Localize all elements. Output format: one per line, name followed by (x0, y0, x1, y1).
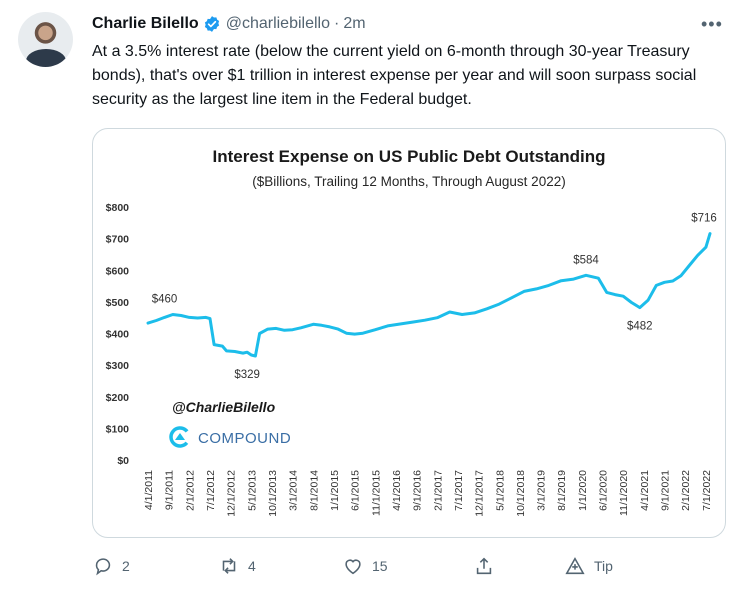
x-tick-label: 3/1/2019 (536, 470, 548, 511)
x-tick-label: 11/1/2020 (618, 470, 630, 516)
y-tick-label: $400 (106, 329, 130, 341)
reply-icon (95, 558, 111, 576)
y-tick-label: $800 (106, 202, 130, 214)
y-tick-label: $600 (106, 265, 130, 277)
x-tick-label: 11/1/2015 (370, 470, 382, 516)
verified-badge-icon (204, 16, 219, 32)
tip-button[interactable]: Tip (564, 555, 613, 577)
x-tick-label: 8/1/2014 (308, 470, 320, 511)
x-tick-label: 4/1/2016 (391, 470, 403, 511)
x-tick-label: 1/1/2020 (577, 470, 589, 511)
x-tick-label: 9/1/2021 (660, 470, 672, 511)
x-tick-label: 9/1/2016 (412, 470, 424, 511)
tweet-header: Charlie Bilello @charliebilello · 2m (92, 13, 366, 35)
separator-dot: · (334, 15, 340, 32)
like-count: 15 (372, 558, 388, 574)
compound-logo-icon (169, 426, 191, 448)
y-tick-label: $300 (106, 360, 130, 372)
compound-brand: COMPOUND (198, 430, 291, 447)
x-tick-label: 8/1/2019 (556, 470, 568, 511)
retweet-count: 4 (248, 558, 256, 574)
reply-count: 2 (122, 558, 130, 574)
tweet-text: At a 3.5% interest rate (below the curre… (92, 43, 697, 108)
data-label: $482 (627, 321, 653, 333)
x-tick-label: 12/1/2012 (226, 470, 238, 517)
y-tick-label: $200 (106, 392, 130, 404)
interest-expense-chart: Interest Expense on US Public Debt Outst… (106, 147, 717, 517)
x-tick-label: 12/1/2017 (474, 470, 486, 517)
more-icon[interactable]: ••• (701, 14, 723, 34)
x-tick-label: 7/1/2012 (205, 470, 217, 511)
x-tick-label: 2/1/2022 (680, 470, 692, 511)
x-tick-label: 7/1/2022 (701, 470, 713, 511)
like-button[interactable]: 15 (342, 555, 388, 577)
data-label: $584 (573, 254, 599, 266)
x-tick-label: 10/1/2018 (515, 470, 527, 517)
series-line (146, 232, 712, 358)
retweet-icon (222, 558, 236, 574)
retweet-button[interactable]: 4 (218, 555, 256, 577)
author-handle[interactable]: @charliebilello (225, 15, 330, 32)
x-tick-label: 2/1/2012 (184, 470, 196, 511)
x-tick-label: 3/1/2014 (288, 470, 300, 511)
chart-subtitle: ($Billions, Trailing 12 Months, Through … (252, 174, 565, 189)
x-tick-label: 7/1/2017 (453, 470, 465, 511)
data-label: $460 (152, 294, 178, 306)
x-tick-label: 10/1/2013 (267, 470, 279, 517)
like-icon (345, 559, 361, 575)
x-tick-label: 4/1/2011 (143, 470, 155, 510)
y-tick-label: $100 (106, 423, 130, 435)
x-tick-label: 9/1/2011 (164, 470, 176, 510)
avatar[interactable] (18, 12, 73, 67)
data-label: $329 (234, 369, 260, 381)
x-tick-label: 1/1/2015 (329, 470, 341, 511)
watermark-handle: @CharlieBilello (172, 399, 276, 415)
x-tick-label: 5/1/2018 (494, 470, 506, 511)
y-tick-label: $700 (106, 234, 130, 246)
x-tick-label: 2/1/2017 (432, 470, 444, 511)
x-tick-label: 5/1/2013 (246, 470, 258, 511)
tweet-actions: 2 4 15 Tip (92, 555, 652, 581)
chart-image-card[interactable]: Interest Expense on US Public Debt Outst… (92, 128, 726, 538)
compound-logo-triangle (175, 433, 185, 440)
y-tick-label: $0 (117, 455, 129, 467)
y-tick-label: $500 (106, 297, 130, 309)
share-button[interactable] (473, 555, 495, 577)
chart-title: Interest Expense on US Public Debt Outst… (213, 147, 606, 166)
tweet-timestamp[interactable]: 2m (343, 15, 366, 32)
tip-label: Tip (594, 558, 613, 574)
x-tick-label: 6/1/2020 (598, 470, 610, 511)
avatar-shirt (26, 49, 66, 67)
data-label: $716 (691, 213, 717, 225)
reply-button[interactable]: 2 (92, 555, 130, 577)
author-name[interactable]: Charlie Bilello (92, 15, 199, 32)
x-tick-label: 6/1/2015 (350, 470, 362, 511)
share-icon (476, 557, 492, 575)
tip-icon (565, 557, 585, 575)
x-tick-label: 4/1/2021 (639, 470, 651, 511)
